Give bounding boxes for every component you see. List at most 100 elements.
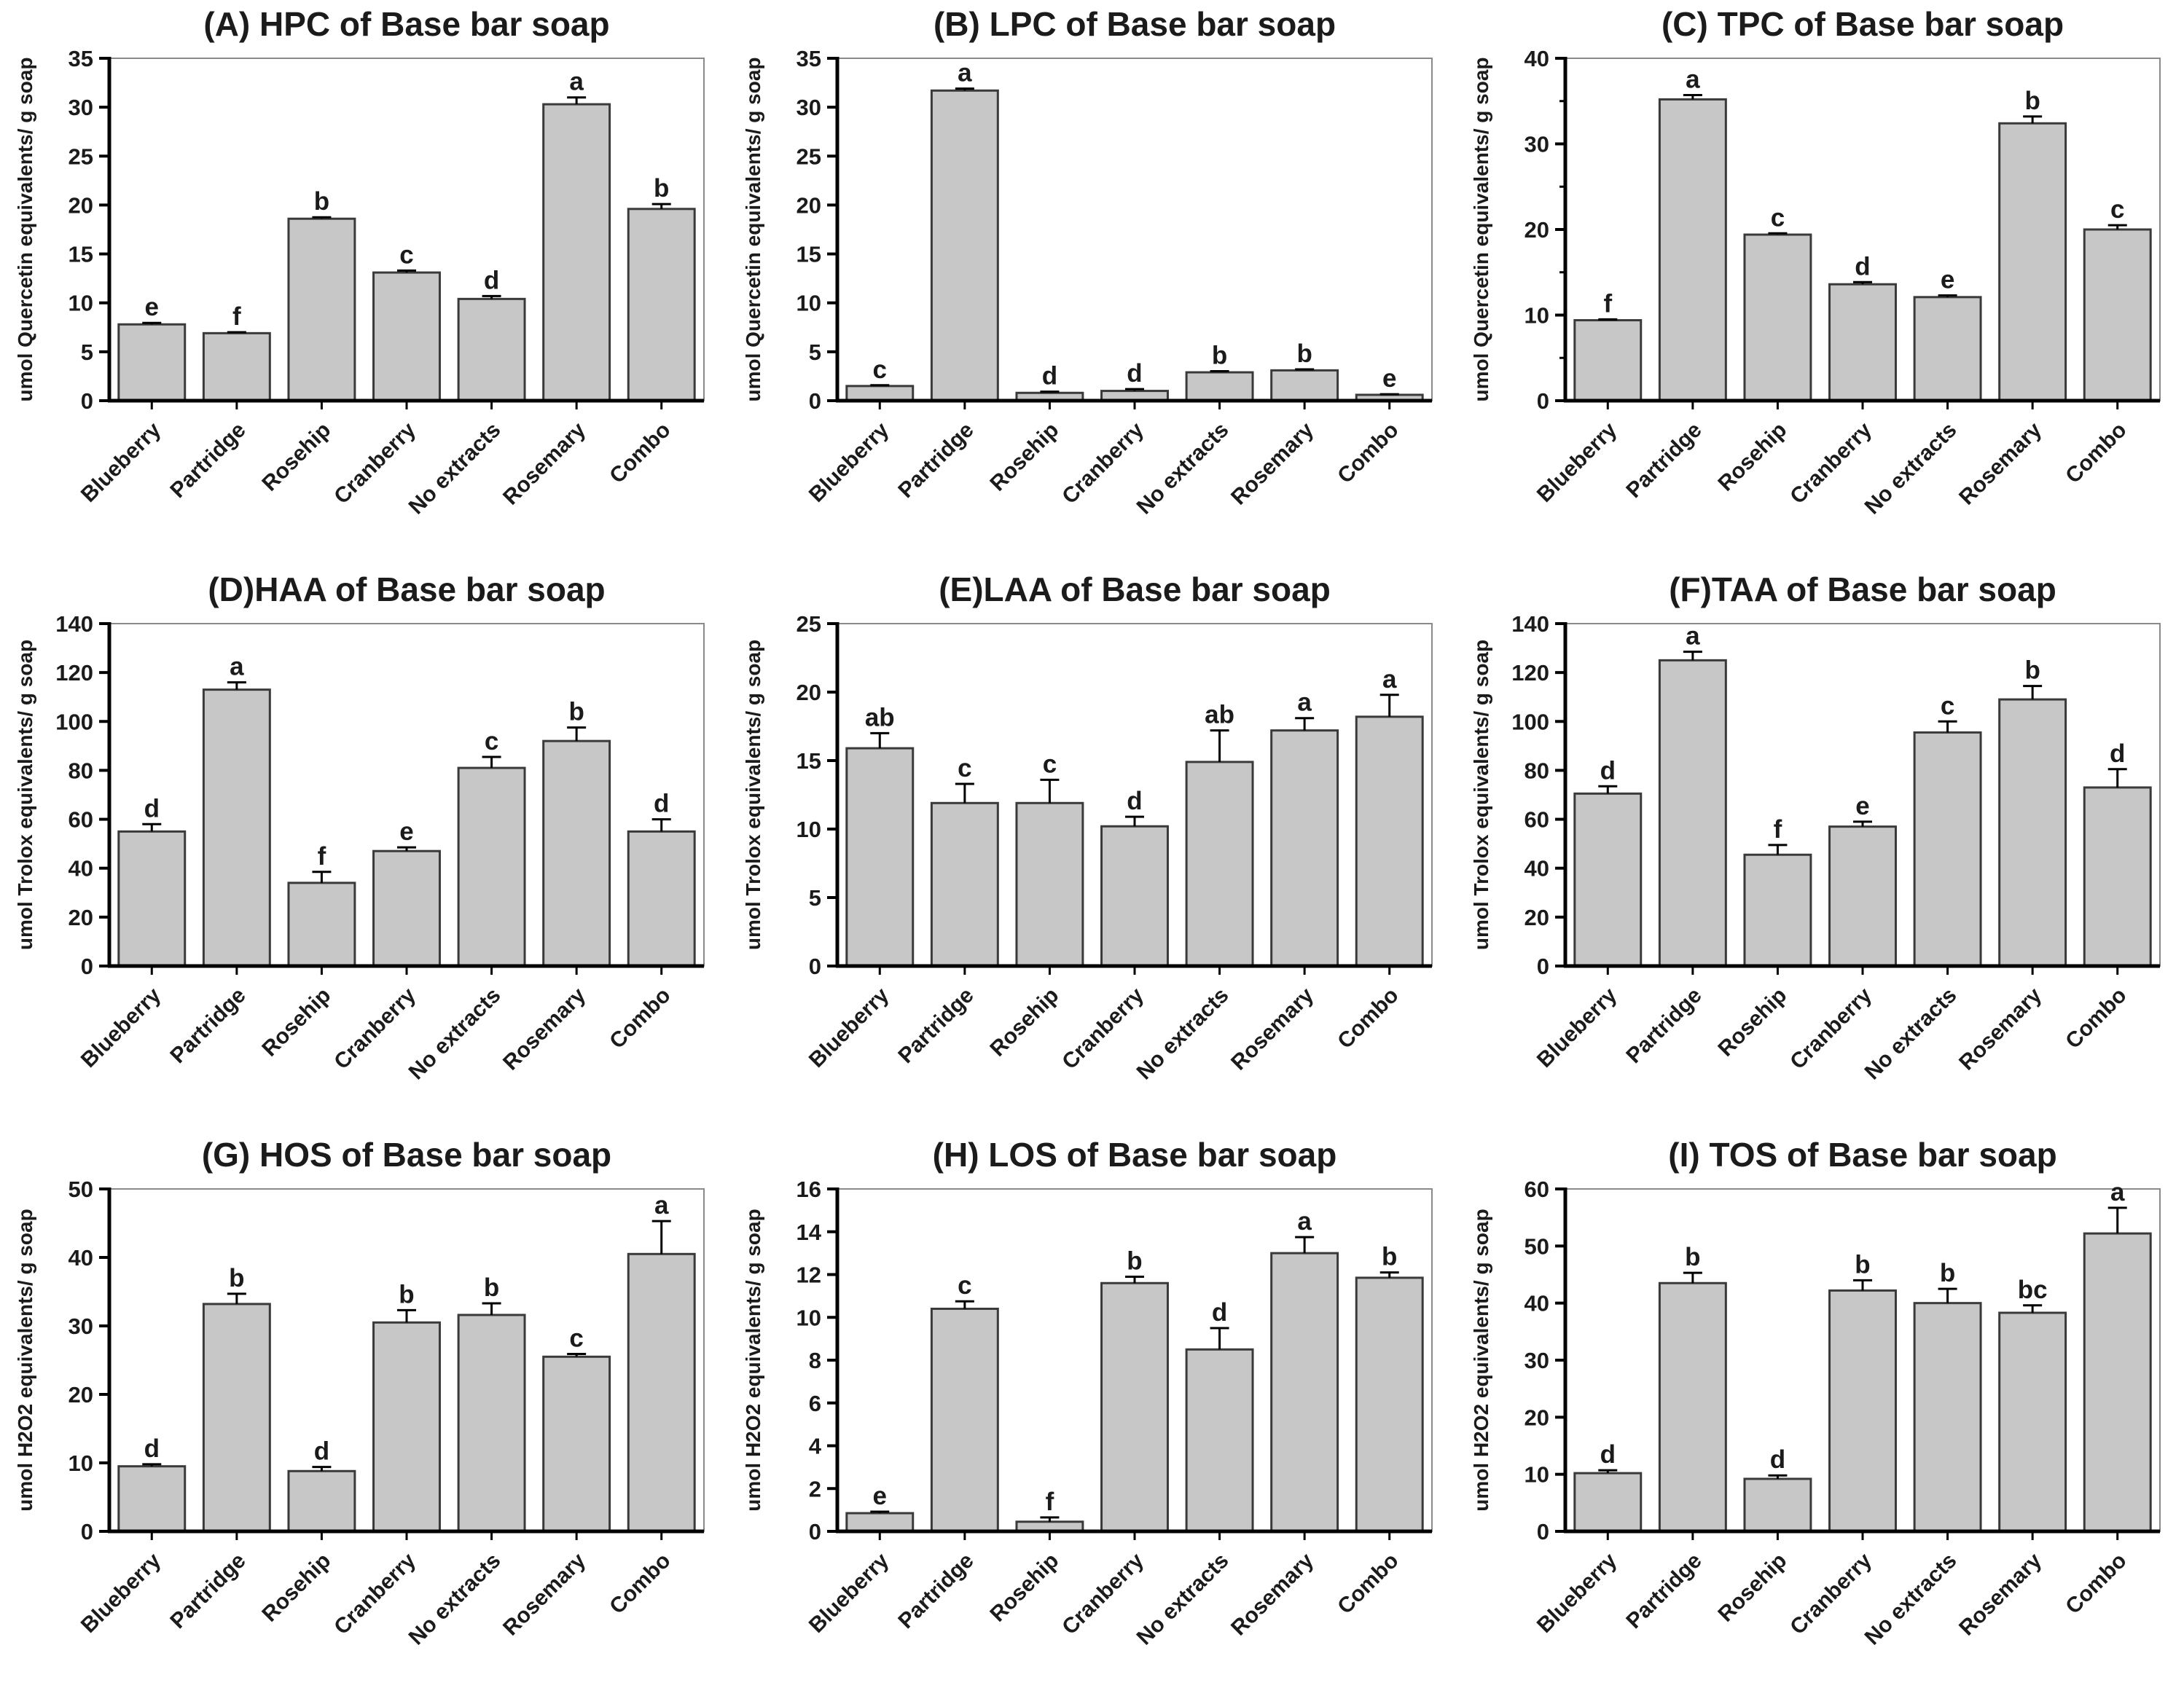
bar-chart: 0 2 4 6 8 10 12 14 16 e Blueberry c Partridge f Rosehi… bbox=[742, 1177, 1433, 1649]
chart-panel-h: (H) LOS of Base bar soap 0 2 4 6 8 10 12 14 16 e B… bbox=[728, 1131, 1456, 1696]
bar bbox=[1185, 371, 1254, 402]
y-axis-title: umol H2O2 equivalents/ g soap bbox=[14, 1209, 36, 1511]
bar bbox=[2083, 786, 2152, 967]
sig-letter: c bbox=[1043, 750, 1057, 778]
x-tick-label: No extracts bbox=[1132, 418, 1234, 519]
sig-letter: e bbox=[1382, 364, 1396, 393]
bar bbox=[457, 766, 526, 967]
sig-letter: f bbox=[232, 302, 241, 331]
y-tick-label: 10 bbox=[1525, 1462, 1549, 1488]
y-axis-title: umol Trolox equivalents/ g soap bbox=[1470, 640, 1492, 950]
sig-letter: a bbox=[1686, 622, 1700, 651]
x-tick-label: Rosehip bbox=[257, 1549, 335, 1627]
bar bbox=[117, 323, 187, 402]
y-tick-label: 20 bbox=[69, 192, 93, 218]
y-tick-label: 2 bbox=[809, 1476, 821, 1501]
sig-letter: a bbox=[230, 653, 244, 681]
chart-title: (E)LAA of Base bar soap bbox=[939, 570, 1331, 608]
x-tick-label: Cranberry bbox=[1785, 983, 1876, 1074]
x-tick-label: Cranberry bbox=[1785, 417, 1876, 509]
bar bbox=[457, 297, 526, 402]
sig-letter: f bbox=[1774, 815, 1782, 844]
x-tick-label: Rosemary bbox=[1954, 983, 2046, 1075]
y-tick-label: 15 bbox=[797, 748, 821, 774]
bar bbox=[1743, 233, 1812, 402]
sig-letter: a bbox=[569, 68, 584, 96]
x-tick-label: No extracts bbox=[404, 1549, 506, 1650]
sig-letter: e bbox=[145, 293, 159, 321]
bar bbox=[1573, 1472, 1643, 1533]
chart-title: (I) TOS of Base bar soap bbox=[1668, 1136, 2057, 1174]
x-tick-label: Combo bbox=[605, 984, 675, 1053]
x-tick-label: Partridge bbox=[165, 984, 250, 1068]
bar bbox=[1828, 283, 1897, 402]
x-tick-label: Cranberry bbox=[329, 417, 420, 509]
x-tick-label: Blueberry bbox=[77, 1548, 166, 1638]
sig-letter: b bbox=[1212, 341, 1227, 369]
y-axis-title: umol H2O2 equivalents/ g soap bbox=[742, 1209, 764, 1511]
y-tick-label: 10 bbox=[797, 817, 821, 842]
bar bbox=[1913, 296, 1982, 402]
plot-frame bbox=[837, 58, 1433, 401]
chart-title: (F)TAA of Base bar soap bbox=[1669, 570, 2056, 608]
sig-letter: c bbox=[485, 727, 498, 755]
y-tick-label: 35 bbox=[69, 46, 93, 71]
bar bbox=[1573, 319, 1643, 402]
bar bbox=[1185, 1348, 1254, 1533]
x-tick-label: Cranberry bbox=[329, 1548, 420, 1639]
x-tick-label: Rosehip bbox=[985, 1549, 1063, 1627]
bar bbox=[1998, 1311, 2067, 1533]
bar bbox=[1998, 698, 2067, 967]
y-tick-label: 140 bbox=[55, 611, 93, 637]
sig-letter: a bbox=[1686, 66, 1700, 94]
sig-letter: d bbox=[1127, 359, 1142, 388]
bar-chart: 0 5 10 15 20 25 ab Blueberry c Partridge c Rosehip d… bbox=[742, 611, 1433, 1084]
x-tick-label: Partridge bbox=[893, 984, 978, 1068]
x-tick-label: Rosehip bbox=[985, 984, 1063, 1061]
bar bbox=[1355, 715, 1424, 967]
x-tick-label: Cranberry bbox=[1785, 1548, 1876, 1639]
x-tick-label: No extracts bbox=[404, 418, 506, 519]
x-tick-label: Partridge bbox=[1621, 418, 1706, 503]
sig-letter: b bbox=[568, 698, 584, 726]
y-tick-label: 0 bbox=[1537, 1519, 1549, 1544]
y-axis-title: umol H2O2 equivalents/ g soap bbox=[1470, 1209, 1492, 1511]
bar-chart: 0 20 40 60 80 100 120 140 d Blueberry a Partridge f R… bbox=[1470, 611, 2161, 1084]
bar bbox=[1743, 853, 1812, 967]
chart-panel-f: (F)TAA of Base bar soap 0 20 40 60 80 100 120 1… bbox=[1456, 565, 2184, 1131]
chart-title: (B) LPC of Base bar soap bbox=[933, 5, 1336, 43]
sig-letter: ab bbox=[1205, 701, 1234, 729]
y-tick-label: 20 bbox=[797, 192, 821, 218]
chart-panel-i: (I) TOS of Base bar soap 0 10 20 30 40 50 60 d B… bbox=[1456, 1131, 2184, 1696]
sig-letter: e bbox=[873, 1482, 887, 1510]
x-tick-label: Combo bbox=[2061, 1549, 2131, 1619]
x-tick-label: Partridge bbox=[893, 1549, 978, 1633]
x-tick-label: Combo bbox=[2061, 984, 2131, 1053]
bar-chart: 0 5 10 15 20 25 30 35 e Blueberry f Partridge b Roseh… bbox=[14, 46, 705, 519]
bar bbox=[542, 739, 611, 967]
x-tick-label: Cranberry bbox=[1057, 417, 1148, 509]
chart-title: (C) TPC of Base bar soap bbox=[1661, 5, 2064, 43]
y-tick-label: 40 bbox=[1525, 1291, 1549, 1316]
sig-letter: c bbox=[2110, 195, 2124, 224]
y-tick-label: 50 bbox=[69, 1177, 93, 1202]
chart-title: (A) HPC of Base bar soap bbox=[203, 5, 610, 43]
sig-letter: d bbox=[314, 1437, 329, 1466]
x-tick-label: Cranberry bbox=[329, 983, 420, 1074]
x-tick-label: Rosehip bbox=[1713, 984, 1791, 1061]
sig-letter: c bbox=[958, 1271, 971, 1300]
chart-panel-g: (G) HOS of Base bar soap 0 10 20 30 40 50 d Blu… bbox=[0, 1131, 728, 1696]
bar bbox=[202, 688, 271, 967]
sig-letter: b bbox=[2024, 87, 2040, 115]
y-tick-label: 20 bbox=[69, 1382, 93, 1408]
x-tick-label: Rosemary bbox=[1954, 1548, 2046, 1640]
y-tick-label: 20 bbox=[1525, 217, 1549, 243]
bar-chart: 0 20 40 60 80 100 120 140 d Blueberry a Partridge f R… bbox=[14, 611, 705, 1084]
sig-letter: b bbox=[1296, 339, 1312, 368]
bar bbox=[1658, 98, 1727, 402]
bar bbox=[1100, 825, 1169, 967]
x-tick-label: Combo bbox=[605, 1549, 675, 1619]
sig-letter: b bbox=[484, 1273, 499, 1302]
x-tick-label: Partridge bbox=[1621, 1549, 1706, 1633]
